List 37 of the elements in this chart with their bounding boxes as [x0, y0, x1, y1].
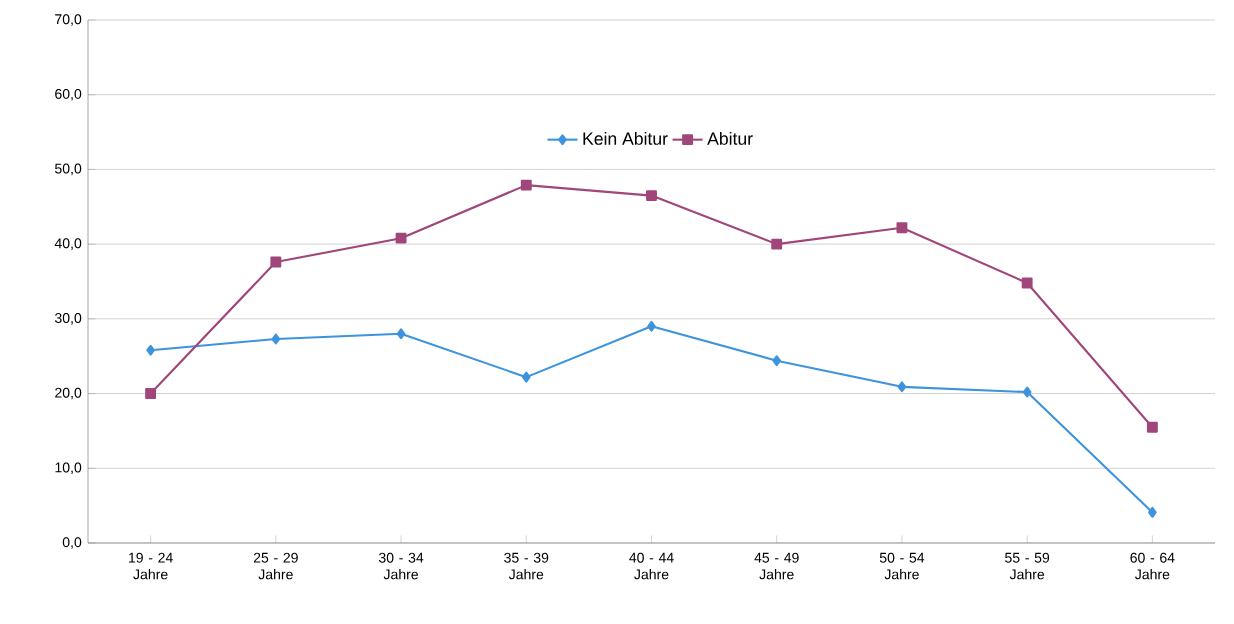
point — [1022, 386, 1032, 398]
point — [647, 320, 656, 332]
point — [1021, 277, 1033, 289]
point — [395, 232, 407, 244]
y-tick-label: 0,0 — [62, 537, 82, 549]
x-tick-label: 25 - 29 Jahre — [253, 552, 298, 580]
point — [146, 344, 155, 356]
legend-label: Kein Abitur — [583, 131, 668, 145]
point — [1146, 421, 1158, 433]
point — [896, 222, 908, 234]
x-tick-label: 19 - 24 Jahre — [129, 552, 173, 580]
point — [1148, 506, 1157, 518]
legend-label: Abitur — [707, 131, 753, 145]
point — [396, 328, 406, 340]
y-tick-label: 20,0 — [55, 387, 82, 400]
point — [271, 333, 281, 345]
point — [270, 256, 282, 268]
point — [145, 388, 157, 400]
x-tick-label: 45 - 49 Jahre — [754, 552, 799, 580]
point — [771, 238, 783, 250]
y-tick-label: 60,0 — [55, 88, 82, 101]
y-tick-label: 30,0 — [54, 313, 82, 325]
x-tick-label: 40 - 44 Jahre — [629, 552, 674, 580]
x-tick-label: 35 - 39 Jahre — [504, 552, 549, 580]
y-tick-label: 40,0 — [54, 238, 82, 250]
point — [897, 381, 907, 393]
y-tick-label: 50,0 — [54, 163, 82, 176]
y-tick-label: 10,0 — [55, 462, 82, 475]
x-tick-label: 55 - 59 Jahre — [1005, 552, 1050, 580]
point — [646, 190, 657, 202]
y-tick-label: 70,0 — [55, 14, 82, 26]
point — [520, 179, 532, 191]
x-tick-label: 60 - 64 Jahre — [1130, 552, 1175, 580]
point — [521, 371, 531, 383]
x-tick-label: 30 - 34 Jahre — [378, 552, 424, 580]
point — [772, 355, 782, 367]
x-tick-label: 50 - 54 Jahre — [879, 552, 925, 580]
